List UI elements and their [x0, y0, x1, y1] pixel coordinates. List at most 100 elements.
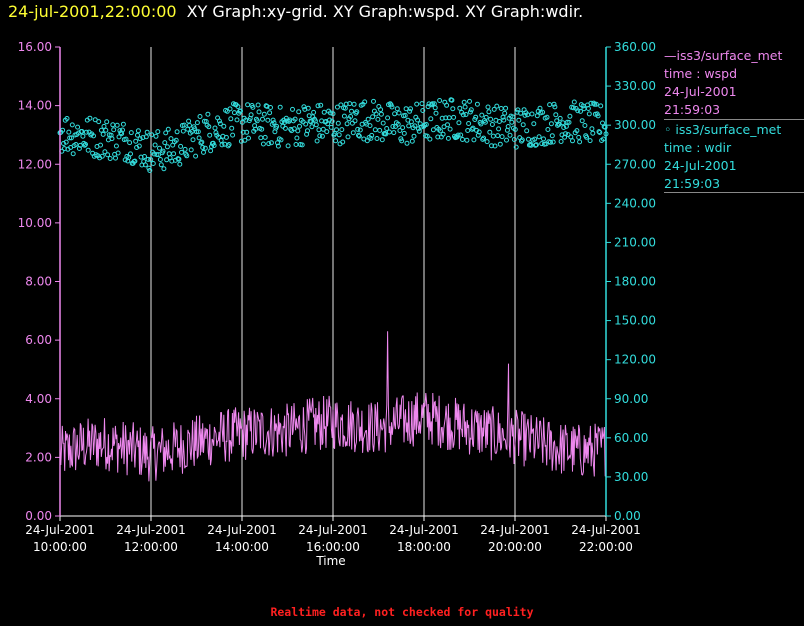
wdir-point — [529, 111, 535, 117]
legend-wdir[interactable]: ◦ iss3/surface_met time : wdir 24-Jul-20… — [664, 121, 781, 193]
legend-wspd[interactable]: —iss3/surface_met time : wspd 24-Jul-200… — [664, 47, 782, 119]
wdir-point — [473, 114, 479, 120]
wdir-point — [558, 139, 564, 144]
quality-notice: Realtime data, not checked for quality — [270, 605, 534, 619]
wdir-point — [499, 134, 505, 140]
wdir-point — [109, 136, 115, 142]
right-y-tick-label: 240.00 — [614, 196, 656, 210]
wdir-point — [415, 117, 420, 123]
wdir-point — [205, 111, 211, 117]
wdir-point — [412, 123, 418, 129]
wdir-point — [340, 139, 346, 145]
wdir-point — [402, 112, 408, 118]
wdir-point — [427, 136, 433, 142]
wdir-point — [296, 109, 302, 115]
wdir-point — [224, 108, 230, 114]
wdir-point — [188, 147, 194, 153]
wdir-point — [100, 131, 106, 137]
wdir-point — [115, 150, 121, 156]
wdir-point — [88, 132, 94, 138]
x-axis-title: Time — [316, 554, 346, 568]
wdir-point — [465, 128, 471, 133]
wdir-point — [157, 157, 163, 162]
wdir-point — [320, 126, 326, 132]
wdir-point — [522, 112, 528, 118]
wdir-point — [325, 121, 331, 127]
wdir-point — [570, 138, 575, 144]
wdir-point — [541, 136, 546, 142]
wdir-point — [408, 119, 414, 125]
wdir-point — [316, 127, 322, 133]
wdir-point — [574, 128, 580, 134]
left-y-tick-label: 2.00 — [25, 450, 52, 464]
wdir-point — [498, 106, 504, 111]
wdir-point — [132, 158, 138, 164]
wdir-point — [291, 126, 297, 132]
wdir-point — [437, 128, 443, 134]
wdir-point — [525, 112, 531, 118]
wdir-point — [333, 138, 339, 144]
wdir-point — [193, 153, 199, 159]
wdir-point — [317, 133, 323, 139]
wdir-point — [75, 124, 81, 130]
wdir-point — [208, 148, 214, 154]
wdir-point — [321, 109, 327, 115]
x-tick-label-date: 24-Jul-2001 — [116, 523, 186, 537]
wdir-point — [76, 146, 82, 151]
wdir-point — [255, 102, 261, 108]
wdir-point — [575, 108, 581, 114]
wdir-point — [352, 118, 358, 124]
wdir-point — [504, 137, 509, 143]
wdir-point — [83, 129, 89, 135]
wdir-point — [176, 156, 182, 162]
wdir-point — [173, 137, 179, 143]
wdir-point — [136, 143, 142, 149]
legend-divider — [664, 119, 804, 120]
wdir-point — [362, 99, 368, 105]
wdir-point — [524, 128, 530, 134]
wdir-point — [292, 116, 298, 122]
wdir-point — [597, 130, 603, 135]
wdir-point — [113, 155, 118, 161]
wdir-point — [231, 110, 237, 116]
wdir-point — [311, 109, 317, 115]
wdir-point — [150, 161, 156, 166]
wdir-point — [195, 129, 201, 135]
wdir-point — [87, 115, 93, 121]
wdir-point — [330, 111, 336, 117]
wdir-point — [301, 104, 307, 110]
legend-wspd-source: —iss3/surface_met — [664, 48, 783, 63]
wdir-point — [451, 114, 457, 120]
wdir-point — [305, 105, 311, 111]
wdir-point — [461, 99, 467, 105]
wdir-point — [518, 110, 524, 116]
wdir-point — [395, 121, 401, 127]
wdir-point — [96, 119, 102, 125]
wdir-point — [67, 135, 73, 141]
wdir-point — [460, 137, 465, 142]
wdir-point — [274, 123, 280, 129]
wdir-point — [146, 165, 152, 171]
wdir-point — [105, 152, 111, 158]
wdir-point — [468, 107, 474, 113]
right-y-tick-label: 360.00 — [614, 40, 656, 54]
wdir-point — [64, 116, 70, 121]
wdir-point — [162, 140, 168, 146]
wdir-point — [445, 135, 451, 141]
title-graphs: XY Graph:xy-grid. XY Graph:wspd. XY Grap… — [186, 2, 584, 21]
wdir-point — [271, 120, 277, 126]
wdir-point — [328, 124, 334, 130]
wdir-series — [57, 97, 609, 173]
wdir-point — [349, 108, 354, 114]
wdir-point — [91, 133, 96, 139]
wdir-point — [488, 116, 494, 122]
x-tick-label-date: 24-Jul-2001 — [389, 523, 459, 537]
wdir-point — [437, 98, 443, 103]
wdir-point — [526, 136, 531, 142]
wdir-point — [73, 142, 79, 147]
wdir-point — [336, 132, 342, 138]
wdir-point — [185, 126, 191, 132]
wdir-point — [489, 122, 495, 127]
wdir-point — [447, 126, 453, 132]
wdir-point — [596, 129, 602, 135]
